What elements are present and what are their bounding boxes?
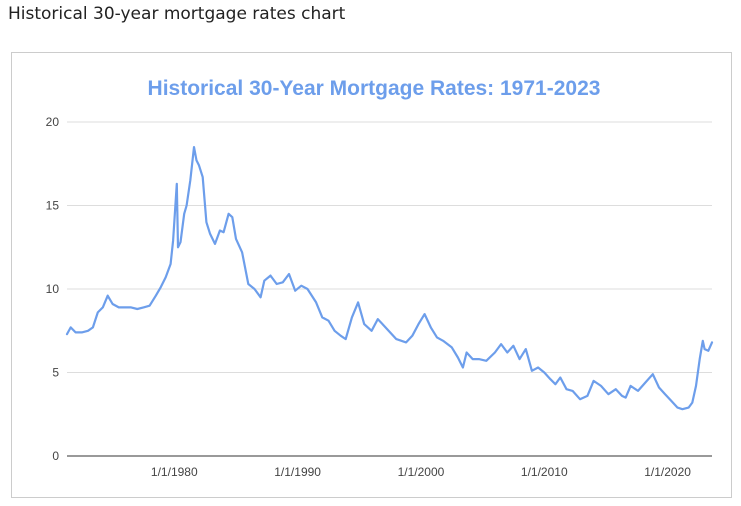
y-tick-label: 20 [46,115,60,129]
series-line-mortgage-rate [65,146,714,411]
y-tick-label: 5 [52,366,59,380]
page-heading: Historical 30-year mortgage rates chart [8,4,346,24]
grid-lines [67,121,712,373]
y-tick-label: 0 [52,449,59,463]
chart-title: Historical 30-Year Mortgage Rates: 1971-… [148,77,601,100]
y-tick-label: 10 [46,282,60,296]
chart-svg: Historical 30-Year Mortgage Rates: 1971-… [46,77,714,479]
y-tick-label: 15 [46,199,60,213]
x-tick-label: 1/1/2010 [521,465,568,479]
x-tick-label: 1/1/1980 [151,465,198,479]
chart-frame: Historical 30-Year Mortgage Rates: 1971-… [11,52,732,498]
x-tick-label: 1/1/1990 [274,465,321,479]
y-tick-labels: 0 5 10 15 20 [46,115,60,463]
x-tick-label: 1/1/2000 [398,465,445,479]
x-tick-label: 1/1/2020 [644,465,691,479]
x-tick-labels: 1/1/1980 1/1/1990 1/1/2000 1/1/2010 1/1/2020 [151,465,691,479]
